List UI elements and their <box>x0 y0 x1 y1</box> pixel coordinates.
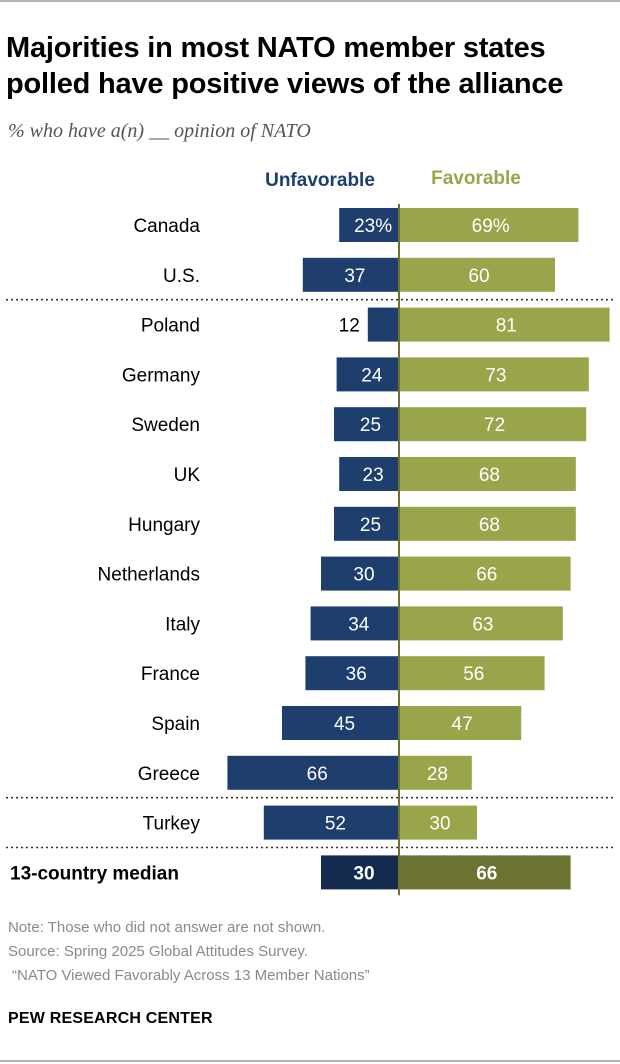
category-label-italy: Italy <box>165 614 200 635</box>
value-unfavorable-poland: 12 <box>339 316 360 337</box>
bottom-rule <box>0 1060 620 1062</box>
value-favorable-italy: 63 <box>472 614 493 635</box>
legend-favorable: Favorable <box>431 168 521 189</box>
category-label-canada: Canada <box>133 216 200 237</box>
bar-favorable-netherlands <box>399 556 571 591</box>
bar-favorable-sweden <box>399 407 587 442</box>
category-label-netherlands: Netherlands <box>98 565 200 586</box>
bar-favorable-spain <box>399 706 522 740</box>
category-label-u-s: U.S. <box>163 266 200 287</box>
chart-title: Majorities in most NATO member states po… <box>6 32 564 100</box>
bar-unfavorable-germany <box>336 357 399 392</box>
bar-favorable-13-country-median <box>399 855 571 890</box>
category-label-spain: Spain <box>151 714 200 735</box>
bar-unfavorable-hungary <box>334 506 399 541</box>
bar-favorable-poland <box>399 307 610 342</box>
value-unfavorable-france: 36 <box>346 664 367 685</box>
value-favorable-turkey: 30 <box>429 814 450 835</box>
category-label-turkey: Turkey <box>143 814 201 835</box>
bar-unfavorable-13-country-median <box>321 855 399 890</box>
value-favorable-uk: 68 <box>479 465 500 486</box>
value-unfavorable-greece: 66 <box>307 764 328 785</box>
value-unfavorable-italy: 34 <box>348 614 370 635</box>
bar-unfavorable-sweden <box>334 407 399 442</box>
brand-logo-text: PEW RESEARCH CENTER <box>8 1010 213 1027</box>
bar-unfavorable-poland <box>367 307 399 342</box>
bar-unfavorable-spain <box>282 706 399 740</box>
footnote-report: “NATO Viewed Favorably Across 13 Member … <box>12 967 370 984</box>
category-label-france: France <box>141 664 200 685</box>
bar-favorable-germany <box>399 357 589 392</box>
value-unfavorable-turkey: 52 <box>325 814 346 835</box>
bar-favorable-uk <box>399 457 576 491</box>
bar-favorable-hungary <box>399 506 576 541</box>
value-favorable-13-country-median: 66 <box>476 863 497 884</box>
legend-unfavorable: Unfavorable <box>265 170 375 191</box>
value-favorable-hungary: 68 <box>479 515 500 536</box>
value-unfavorable-u-s: 37 <box>344 266 365 287</box>
value-unfavorable-germany: 24 <box>361 365 383 386</box>
bar-favorable-u-s <box>399 257 555 292</box>
category-label-hungary: Hungary <box>128 515 200 536</box>
value-unfavorable-canada: 23% <box>354 216 392 237</box>
category-label-sweden: Sweden <box>131 415 200 436</box>
category-label-greece: Greece <box>138 764 200 785</box>
value-favorable-greece: 28 <box>427 764 448 785</box>
bar-unfavorable-netherlands <box>321 556 399 591</box>
value-favorable-canada: 69% <box>472 216 510 237</box>
footnote-source: Source: Spring 2025 Global Attitudes Sur… <box>8 943 308 960</box>
bar-unfavorable-italy <box>310 606 399 641</box>
category-label-poland: Poland <box>141 316 200 337</box>
bar-unfavorable-greece <box>227 755 399 790</box>
value-favorable-germany: 73 <box>485 365 506 386</box>
value-unfavorable-netherlands: 30 <box>353 565 374 586</box>
bar-unfavorable-u-s <box>302 257 399 292</box>
bar-unfavorable-uk <box>339 457 399 491</box>
category-label-germany: Germany <box>122 365 201 386</box>
value-favorable-u-s: 60 <box>468 266 489 287</box>
bar-favorable-canada <box>399 208 579 242</box>
value-favorable-poland: 81 <box>496 316 517 337</box>
category-label-13-country-median: 13-country median <box>10 863 179 884</box>
category-label-uk: UK <box>174 465 201 486</box>
bar-unfavorable-canada <box>339 208 399 242</box>
value-unfavorable-uk: 23 <box>363 465 384 486</box>
diverging-bar-chart: Unfavorable Favorable Canada 23% 69% U.S. 37 60… <box>6 168 616 896</box>
bar-favorable-turkey <box>399 805 477 840</box>
top-rule <box>0 0 620 2</box>
bar-unfavorable-france <box>305 656 399 691</box>
value-favorable-sweden: 72 <box>484 415 505 436</box>
bar-favorable-greece <box>399 755 472 790</box>
chart-subtitle: % who have a(n) __ opinion of NATO <box>8 120 311 142</box>
value-favorable-netherlands: 66 <box>476 565 497 586</box>
value-unfavorable-13-country-median: 30 <box>353 863 374 884</box>
value-favorable-france: 56 <box>463 664 484 685</box>
bar-favorable-italy <box>399 606 563 641</box>
bar-unfavorable-turkey <box>263 805 399 840</box>
value-unfavorable-hungary: 25 <box>360 515 381 536</box>
bar-favorable-france <box>399 656 545 691</box>
value-favorable-spain: 47 <box>452 714 473 735</box>
value-unfavorable-sweden: 25 <box>360 415 381 436</box>
footnote-note: Note: Those who did not answer are not s… <box>8 919 326 936</box>
value-unfavorable-spain: 45 <box>334 714 355 735</box>
